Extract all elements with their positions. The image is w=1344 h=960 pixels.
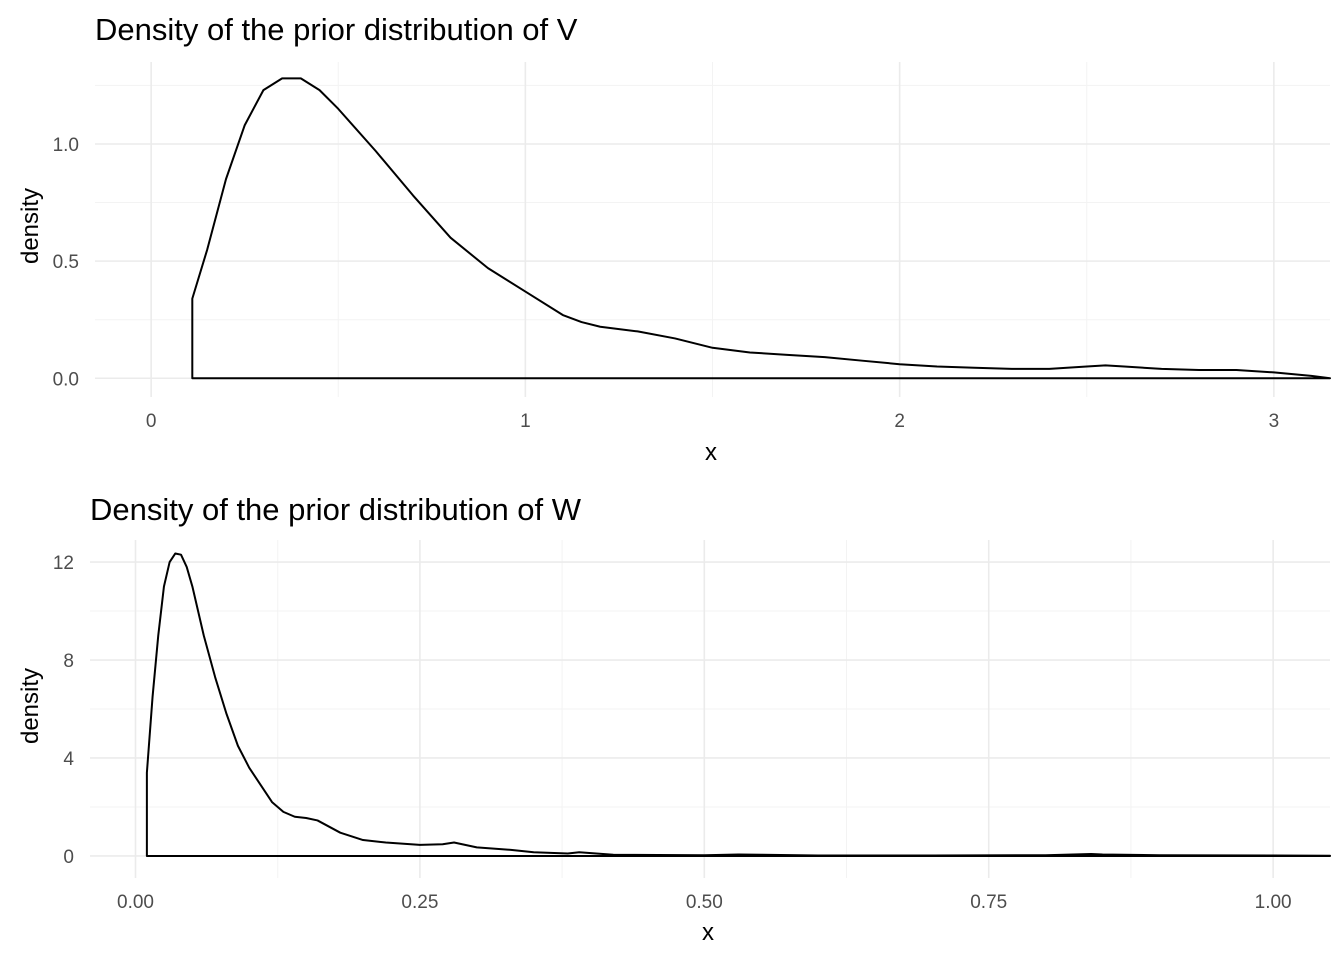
gridlines [95,62,1330,397]
chart-title-v: Density of the prior distribution of V [95,12,578,47]
x-tick-label: 0.75 [970,892,1007,913]
density-panel-v: 0 1 2 3 0.0 0.5 1.0 Density of the prior dist… [17,12,1331,466]
x-axis-label-w: x [702,919,714,946]
x-tick-label: 0.50 [686,892,723,913]
y-tick-label: 0.0 [53,369,79,390]
gridlines [90,540,1330,878]
density-panel-w: 0.00 0.25 0.50 0.75 1.00 0 4 8 12 Density of th… [17,492,1331,946]
y-axis-label-w: density [17,668,44,744]
x-axis-label-v: x [705,439,717,466]
y-tick-labels: 0.0 0.5 1.0 [53,135,79,390]
y-tick-label: 4 [63,749,74,770]
x-tick-label: 1 [520,411,531,432]
y-tick-label: 8 [63,651,74,672]
density-curve-w [145,552,1331,857]
x-tick-label: 0.00 [117,892,154,913]
y-tick-label: 0 [63,847,74,868]
y-tick-labels: 0 4 8 12 [53,553,75,868]
y-axis-label-v: density [17,188,44,264]
x-tick-labels: 0 1 2 3 [146,411,1279,432]
x-tick-label: 2 [894,411,905,432]
y-tick-label: 0.5 [53,252,79,273]
x-tick-label: 0 [146,411,157,432]
x-tick-labels: 0.00 0.25 0.50 0.75 1.00 [117,892,1292,913]
y-tick-label: 12 [53,553,74,574]
x-tick-label: 0.25 [401,892,438,913]
y-tick-label: 1.0 [53,135,79,156]
chart-title-w: Density of the prior distribution of W [90,492,582,527]
density-line [191,77,1331,380]
x-tick-label: 3 [1269,411,1280,432]
x-tick-label: 1.00 [1255,892,1292,913]
density-curve-v [191,77,1331,380]
density-line [145,552,1331,857]
